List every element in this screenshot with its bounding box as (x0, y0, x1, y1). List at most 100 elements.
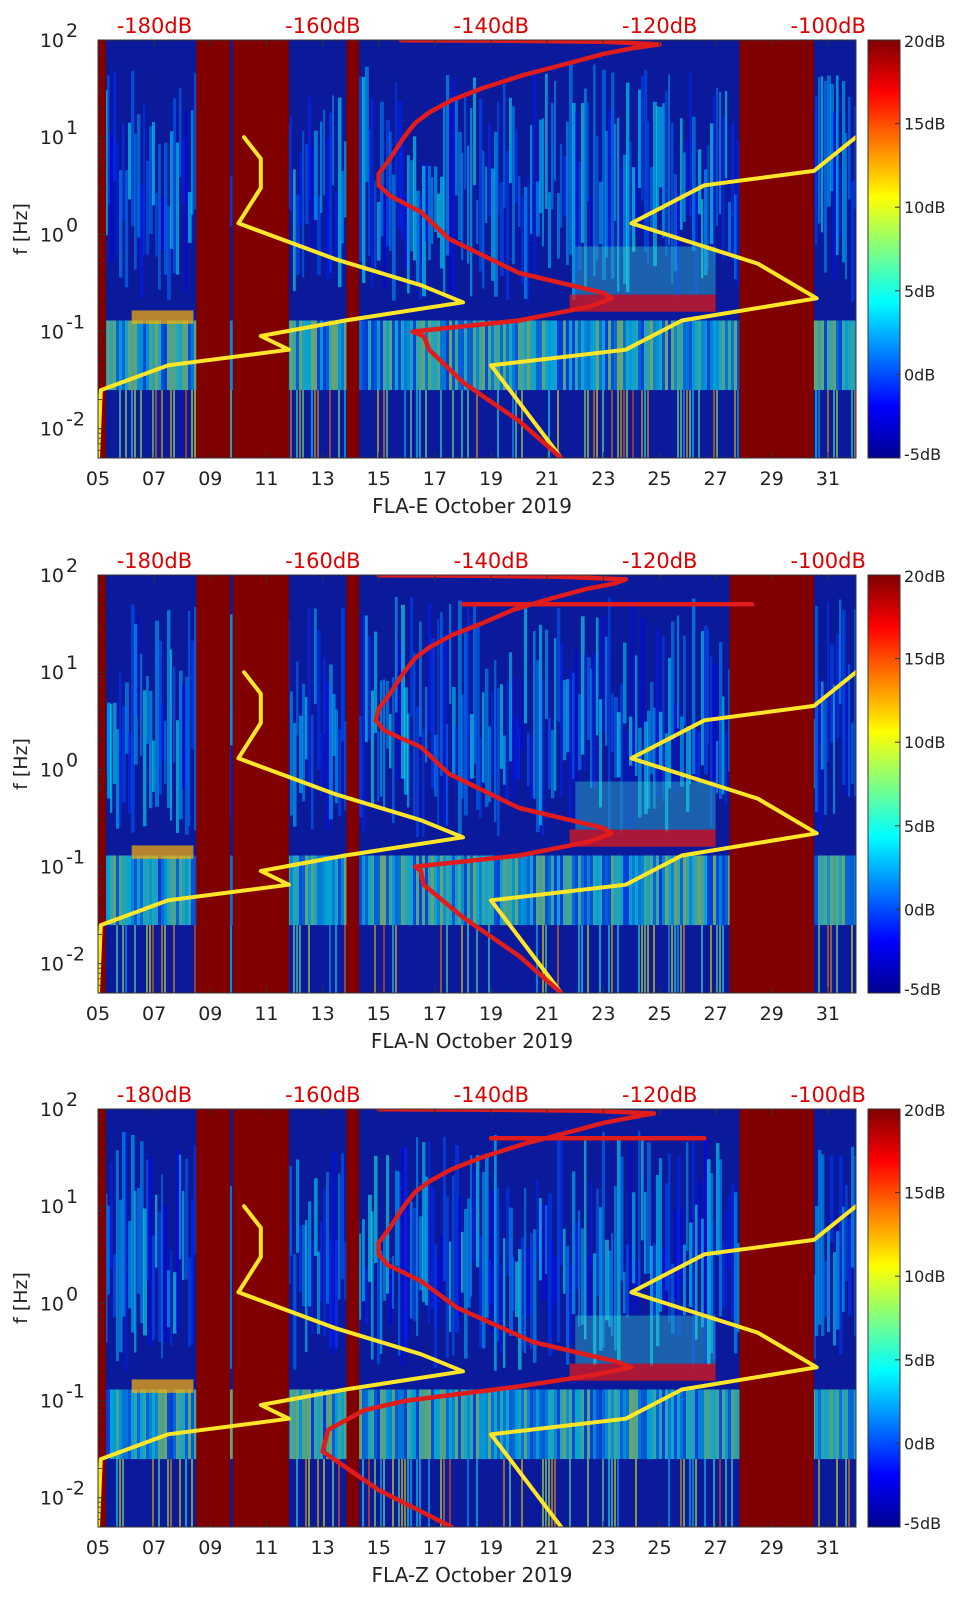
y-tick-exponent: 1 (66, 652, 78, 674)
colorbar-tick-label: 5dB (904, 817, 935, 836)
red-curve-3 (376, 40, 662, 458)
x-tick-label: 17 (423, 468, 447, 490)
data-gap-3 (346, 575, 360, 993)
x-tick-label: 25 (647, 1537, 671, 1559)
data-gap-2 (232, 1109, 289, 1527)
x-tick-label: 21 (535, 468, 559, 490)
colorbar: 20dB 15dB 10dB 5dB 0dB -5dB (867, 567, 946, 999)
yellow-curve-1 (98, 1204, 465, 1527)
colorbar-gradient (867, 39, 901, 459)
colorbar-tick-label: 10dB (904, 1267, 946, 1286)
top-db-label: -120dB (622, 1083, 697, 1107)
colorbar-tick-label: -5dB (904, 1514, 941, 1533)
y-tick-exponent: 1 (66, 117, 78, 139)
data-gap-2 (232, 40, 289, 458)
colorbar-tick-label: 0dB (904, 1434, 935, 1453)
x-tick-label: 09 (198, 468, 222, 490)
x-tick-label: 31 (816, 1003, 840, 1025)
x-tick-label: 15 (367, 1537, 391, 1559)
colorbar-tick-label: -5dB (904, 445, 941, 464)
y-tick-exponent: -2 (66, 1478, 85, 1500)
y-tick-label: 10 (40, 1196, 64, 1218)
yellow-curve-2 (489, 1204, 856, 1527)
red-curve-3 (373, 575, 629, 993)
x-tick-label: 15 (367, 1003, 391, 1025)
y-tick-label: 10 (40, 419, 64, 441)
plot-frame (97, 574, 857, 994)
colorbar-tick-label: 10dB (904, 733, 946, 752)
y-axis-label: f [Hz] (10, 738, 32, 790)
y-tick-label: 10 (40, 759, 64, 781)
y-tick-exponent: 0 (66, 214, 78, 236)
yellow-curve-1 (98, 135, 465, 458)
top-db-label: -140dB (454, 1083, 529, 1107)
top-db-label: -120dB (622, 14, 697, 38)
data-gap-edge (98, 40, 106, 458)
y-tick-exponent: 0 (66, 1283, 78, 1305)
data-gap-4 (739, 1109, 814, 1527)
top-db-label: -140dB (454, 14, 529, 38)
top-db-label: -100dB (791, 1083, 866, 1107)
y-tick-label: 10 (40, 127, 64, 149)
x-tick-label: 07 (142, 1537, 166, 1559)
x-axis-label: FLA-E October 2019 (372, 494, 572, 518)
x-tick-label: 21 (535, 1003, 559, 1025)
y-tick-label: 10 (40, 954, 64, 976)
x-tick-label: 23 (591, 1003, 615, 1025)
x-tick-label: 05 (86, 468, 110, 490)
x-tick-label: 25 (647, 1003, 671, 1025)
y-axis-label: f [Hz] (10, 1272, 32, 1324)
y-tick-label: 10 (40, 224, 64, 246)
yellow-curve-1 (98, 670, 465, 993)
x-tick-label: 19 (479, 1003, 503, 1025)
colorbar-tick-label: 0dB (904, 365, 935, 384)
colorbar-tick-label: 10dB (904, 198, 946, 217)
x-tick-label: 11 (254, 1003, 278, 1025)
x-tick-label: 21 (535, 1537, 559, 1559)
x-tick-label: 07 (142, 468, 166, 490)
x-tick-label: 25 (647, 468, 671, 490)
top-db-label: -100dB (791, 549, 866, 573)
y-axis-label: f [Hz] (10, 203, 32, 255)
yellow-curve-2 (489, 135, 856, 458)
colorbar-tick-label: 20dB (904, 32, 946, 51)
y-tick-exponent: 2 (66, 555, 78, 577)
y-tick-exponent: -1 (66, 1381, 85, 1403)
colorbar-tick-label: 20dB (904, 1101, 946, 1120)
data-gap-4 (729, 575, 814, 993)
x-axis-label: FLA-N October 2019 (371, 1029, 573, 1053)
x-tick-label: 29 (760, 1003, 784, 1025)
x-tick-label: 09 (198, 1003, 222, 1025)
x-tick-label: 13 (310, 1003, 334, 1025)
top-db-label: -160dB (285, 1083, 360, 1107)
x-axis-label: FLA-Z October 2019 (372, 1563, 573, 1587)
y-tick-label: 10 (40, 1391, 64, 1413)
top-db-label: -180dB (117, 14, 192, 38)
colorbar-tick-label: 15dB (904, 650, 946, 669)
x-tick-label: 15 (367, 468, 391, 490)
x-tick-label: 05 (86, 1537, 110, 1559)
colorbar: 20dB 15dB 10dB 5dB 0dB -5dB (867, 1101, 946, 1533)
data-gap-4 (739, 40, 814, 458)
plot-frame (97, 1108, 857, 1528)
x-tick-label: 19 (479, 1537, 503, 1559)
data-gap-2 (232, 575, 289, 993)
y-tick-label: 10 (40, 857, 64, 879)
colorbar-tick-label: 15dB (904, 115, 946, 134)
colorbar-gradient (867, 574, 901, 994)
x-tick-label: 29 (760, 1537, 784, 1559)
data-gap-1 (196, 40, 230, 458)
x-tick-label: 07 (142, 1003, 166, 1025)
x-tick-label: 17 (423, 1003, 447, 1025)
x-tick-label: 31 (816, 468, 840, 490)
x-tick-label: 11 (254, 468, 278, 490)
y-tick-exponent: -2 (66, 944, 85, 966)
x-tick-label: 11 (254, 1537, 278, 1559)
x-tick-label: 29 (760, 468, 784, 490)
y-tick-label: 10 (40, 1293, 64, 1315)
y-tick-label: 10 (40, 322, 64, 344)
